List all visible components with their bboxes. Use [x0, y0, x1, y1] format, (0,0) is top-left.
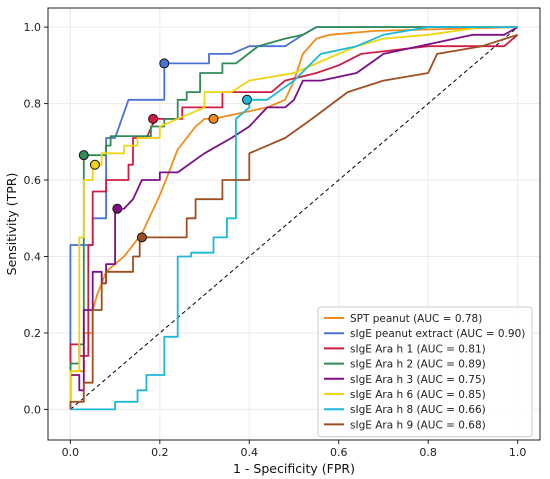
diagonal-line: [70, 26, 518, 410]
roc-curve-6: [70, 26, 518, 411]
y-tick-label: 0.8: [24, 98, 42, 111]
plot-frame: [47, 7, 541, 441]
x-tick-label: 0.2: [151, 446, 169, 459]
optimal-point-marker-7: [136, 232, 147, 243]
legend-label: sIgE peanut extract (AUC = 0.90): [350, 328, 525, 340]
legend-label: sIgE Ara h 8 (AUC = 0.66): [350, 404, 486, 416]
legend-label: sIgE Ara h 3 (AUC = 0.75): [350, 374, 486, 386]
axis-ticks: 0.0 0.2 0.4 0.6 0.8 1.0 0.0 0.2 0.4 0.6 0.8 1.0: [24, 21, 527, 459]
optimal-point-marker-1: [159, 58, 170, 69]
roc-curve-7: [69, 33, 518, 410]
optimal-point-marker-4: [112, 203, 123, 214]
legend-box: [317, 306, 533, 438]
y-axis-title: Sensitivity (TPR): [4, 173, 19, 276]
legend-label: SPT peanut (AUC = 0.78): [350, 313, 482, 325]
x-tick-label: 1.0: [509, 446, 527, 459]
y-tick-label: 0.0: [24, 403, 42, 416]
x-axis-title: 1 - Specificity (FPR): [233, 461, 355, 476]
roc-curve-1: [69, 26, 518, 410]
y-tick-label: 0.2: [24, 327, 42, 340]
marker-group: [78, 58, 253, 243]
roc-curve-4: [69, 26, 519, 410]
legend-label: sIgE Ara h 2 (AUC = 0.89): [350, 359, 486, 371]
x-tick-label: 0.6: [330, 446, 348, 459]
legend-label: sIgE Ara h 1 (AUC = 0.81): [350, 343, 486, 355]
y-tick-label: 0.4: [24, 250, 42, 263]
optimal-point-marker-3: [78, 150, 89, 161]
x-tick-label: 0.0: [62, 446, 80, 459]
series-group: [69, 26, 519, 411]
reference-diagonal: [70, 26, 518, 410]
optimal-point-marker-2: [148, 113, 159, 124]
legend: SPT peanut (AUC = 0.78) sIgE peanut extra…: [317, 306, 533, 438]
legend-label: sIgE Ara h 6 (AUC = 0.85): [350, 389, 486, 401]
legend-label: sIgE Ara h 9 (AUC = 0.68): [350, 419, 486, 431]
roc-curve-5: [69, 26, 518, 410]
optimal-point-marker-5: [89, 159, 100, 170]
optimal-point-marker-6: [242, 94, 253, 105]
y-tick-label: 1.0: [24, 21, 42, 34]
optimal-point-marker-0: [208, 113, 219, 124]
roc-curve-3: [69, 26, 518, 410]
x-tick-label: 0.4: [241, 446, 259, 459]
x-tick-label: 0.8: [419, 446, 437, 459]
y-tick-label: 0.6: [24, 174, 42, 187]
